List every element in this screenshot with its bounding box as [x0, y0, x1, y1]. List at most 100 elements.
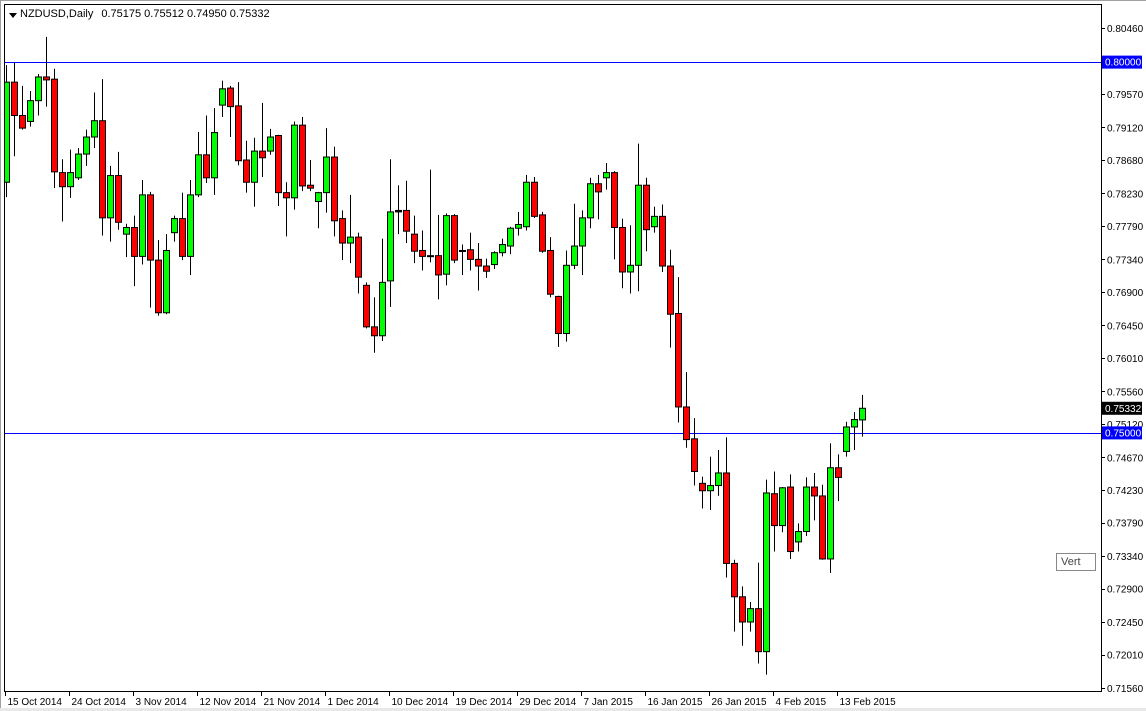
price-tick-label: 0.72900: [1107, 585, 1144, 596]
candle: [779, 487, 786, 533]
candle-body-bull: [523, 181, 530, 228]
candle: [619, 218, 626, 289]
candle: [651, 206, 658, 233]
candle: [35, 73, 42, 116]
candle: [43, 36, 50, 107]
candle: [491, 251, 498, 270]
date-tick-label: 10 Dec 2014: [392, 697, 449, 708]
candle: [139, 180, 146, 265]
candle: [91, 92, 98, 149]
candle: [691, 418, 698, 486]
candle: [243, 140, 250, 193]
symbol-timeframe: NZDUSD,Daily: [20, 8, 94, 20]
price-axis: 0.80460 0.79570 0.79120 0.78680 0.78230 0.777…: [1101, 24, 1144, 695]
candle-body-bull: [507, 227, 514, 247]
candle: [19, 85, 26, 130]
candle-body-bear: [739, 596, 746, 623]
candle: [5, 65, 10, 198]
candle-body-bull: [747, 608, 754, 623]
candle: [851, 412, 858, 450]
candle-body-bull: [803, 486, 810, 533]
current-price-label: 0.75332: [1105, 404, 1142, 415]
candle-body-bull: [499, 244, 506, 254]
candle: [51, 68, 58, 189]
candle: [339, 210, 346, 261]
candle-body-bear: [691, 438, 698, 472]
candle-body-bull: [563, 264, 570, 335]
candle: [603, 162, 610, 190]
candle: [403, 180, 410, 244]
candle: [27, 91, 34, 127]
candle: [507, 226, 514, 255]
candle: [107, 165, 114, 242]
current-price-label-bg: [1102, 401, 1142, 415]
candle: [827, 443, 834, 574]
candle-body-bull: [211, 132, 218, 179]
candle-body-bull: [627, 264, 634, 273]
candle: [347, 194, 354, 264]
candle: [811, 472, 818, 521]
candle-body-bear: [835, 467, 842, 478]
candle: [163, 234, 170, 315]
candle-body-bear: [43, 76, 50, 81]
candle: [587, 177, 594, 229]
candle-body-bull: [27, 100, 34, 122]
price-tick-label: 0.74670: [1107, 453, 1144, 464]
price-tick-label: 0.74230: [1107, 486, 1144, 497]
candle-body-bull: [491, 252, 498, 266]
candle: [771, 471, 778, 552]
candle-body-bear: [555, 295, 562, 335]
candle: [283, 182, 290, 237]
candle-body-bear: [659, 215, 666, 267]
candle-body-bear: [179, 218, 186, 257]
window-border-bottom: [0, 708, 1146, 711]
candle-body-bull: [195, 154, 202, 196]
candle: [579, 210, 586, 275]
tooltip: Vert: [1056, 553, 1096, 571]
candle-body-bear: [755, 608, 762, 653]
candle-body-bull: [603, 172, 610, 179]
candle-body-bear: [203, 154, 210, 179]
price-tick-label: 0.72010: [1107, 651, 1144, 662]
candle: [643, 177, 650, 252]
candle-body-bull: [859, 407, 866, 421]
candle: [819, 484, 826, 560]
candle-body-bear: [811, 486, 818, 497]
candle-body-bear: [475, 258, 482, 267]
candle: [531, 177, 538, 218]
candle: [555, 295, 562, 347]
candle: [459, 244, 466, 275]
candle: [475, 243, 482, 291]
date-tick-label: 24 Oct 2014: [72, 697, 127, 708]
date-tick-label: 15 Oct 2014: [8, 697, 63, 708]
price-tick-label: 0.73790: [1107, 519, 1144, 530]
candle: [571, 203, 578, 270]
candle-body-bull: [91, 120, 98, 138]
candle: [411, 215, 418, 264]
date-tick-label: 26 Jan 2015: [712, 697, 767, 708]
price-tick-label: 0.75120: [1107, 420, 1144, 431]
candle: [611, 171, 618, 260]
candle-body-bull: [187, 194, 194, 257]
candle: [627, 225, 634, 294]
candle-body-bear: [355, 236, 362, 278]
date-tick-label: 7 Jan 2015: [584, 697, 634, 708]
candle-body-bull: [83, 136, 90, 155]
candle: [227, 85, 234, 138]
candle: [683, 372, 690, 448]
candle-body-bear: [59, 172, 66, 188]
candle-body-bear: [115, 175, 122, 223]
candle-body-bull: [267, 136, 274, 152]
candle-body-bear: [467, 249, 474, 260]
candle-body-bear: [731, 562, 738, 598]
candle: [547, 237, 554, 298]
candle: [331, 146, 338, 237]
candle: [443, 213, 450, 286]
candle: [307, 160, 314, 192]
triangle-down-icon[interactable]: [9, 13, 17, 18]
candle-body-bear: [611, 172, 618, 228]
candle: [323, 128, 330, 213]
candle-body-bull: [379, 281, 386, 337]
price-tick-label: 0.71560: [1107, 684, 1144, 695]
